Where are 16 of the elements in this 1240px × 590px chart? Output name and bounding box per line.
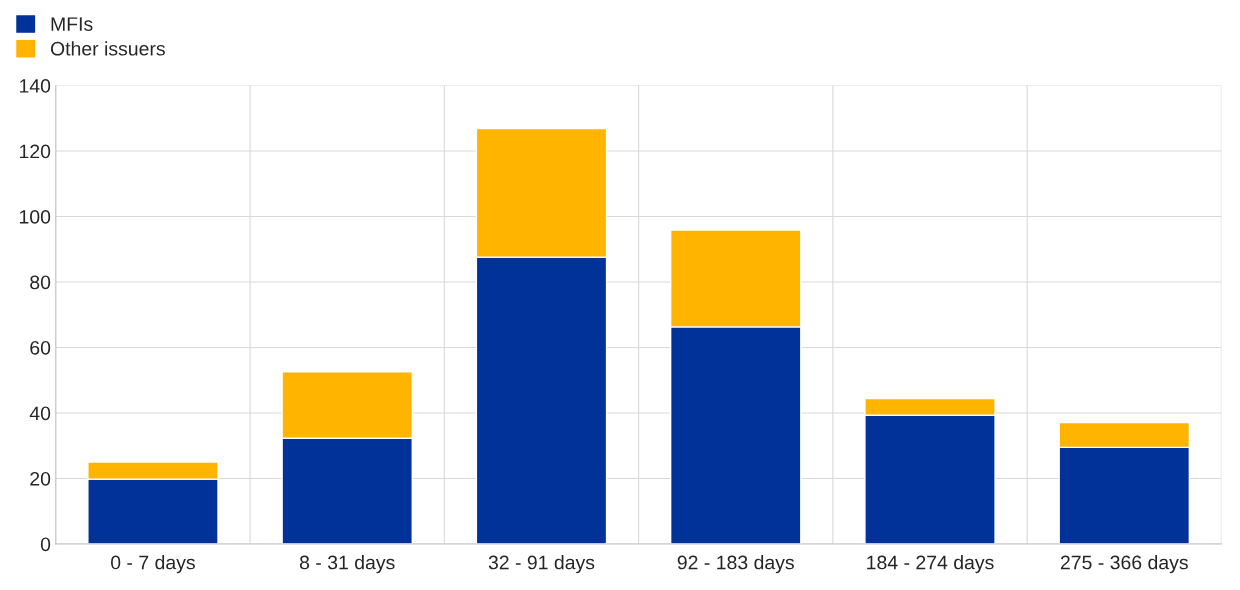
legend-label: Other issuers <box>50 41 165 56</box>
x-tick-label: 184 - 274 days <box>867 555 994 574</box>
y-tick-label: 40 <box>29 406 51 421</box>
y-tick-label: 140 <box>19 79 51 93</box>
x-tick-label: 32 - 91 days <box>488 555 595 574</box>
x-tick-label: 8 - 31 days <box>299 555 395 574</box>
y-tick-label: 100 <box>19 210 51 224</box>
legend-label: MFIs <box>51 17 93 31</box>
y-tick-label: 0 <box>40 537 51 552</box>
y-tick-label: 20 <box>30 471 51 486</box>
y-tick-label: 80 <box>30 275 51 290</box>
x-tick-label: 275 - 366 days <box>1060 555 1188 574</box>
y-tick-label: 120 <box>19 144 51 159</box>
x-tick-label: 92 - 183 days <box>677 555 794 574</box>
x-tick-label: 0 - 7 days <box>111 555 195 574</box>
y-tick-label: 60 <box>30 340 51 355</box>
